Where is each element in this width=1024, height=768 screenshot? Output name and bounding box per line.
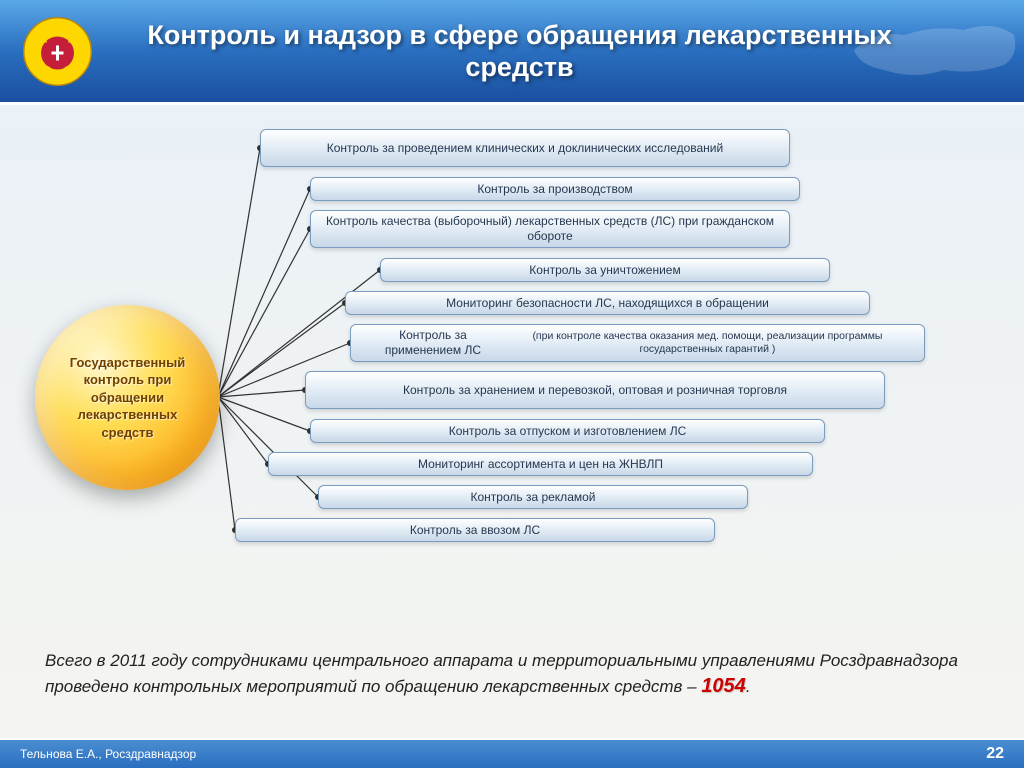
control-item: Контроль за проведением клинических и до…: [260, 129, 790, 167]
control-item: Контроль за отпуском и изготовлением ЛС: [310, 419, 825, 443]
control-item: Мониторинг безопасности ЛС, находящихся …: [345, 291, 870, 315]
footer-author: Тельнова Е.А., Росздравнадзор: [20, 747, 196, 761]
control-item: Контроль за рекламой: [318, 485, 748, 509]
summary-highlight: 1054: [701, 675, 746, 697]
emblem-icon: [20, 14, 95, 89]
summary-prefix: Всего в 2011 году сотрудниками центральн…: [45, 651, 958, 696]
summary-text: Всего в 2011 году сотрудниками центральн…: [45, 650, 979, 700]
page-number: 22: [986, 745, 1004, 763]
control-item: Контроль за производством: [310, 177, 800, 201]
central-sphere: Государственный контроль при обращении л…: [35, 305, 220, 490]
slide-header: Контроль и надзор в сфере обращения лека…: [0, 0, 1024, 105]
control-item: Мониторинг ассортимента и цен на ЖНВЛП: [268, 452, 813, 476]
slide-content: Государственный контроль при обращении л…: [0, 105, 1024, 685]
slide-footer: Тельнова Е.А., Росздравнадзор 22: [0, 738, 1024, 768]
slide-title: Контроль и надзор в сфере обращения лека…: [95, 19, 944, 84]
sphere-label: Государственный контроль при обращении л…: [55, 354, 200, 442]
control-item: Контроль качества (выборочный) лекарстве…: [310, 210, 790, 248]
control-item: Контроль за применением ЛС (при контроле…: [350, 324, 925, 362]
control-item: Контроль за ввозом ЛС: [235, 518, 715, 542]
control-item: Контроль за хранением и перевозкой, опто…: [305, 371, 885, 409]
control-item: Контроль за уничтожением: [380, 258, 830, 282]
summary-suffix: .: [746, 677, 751, 696]
map-icon: [844, 10, 1024, 95]
